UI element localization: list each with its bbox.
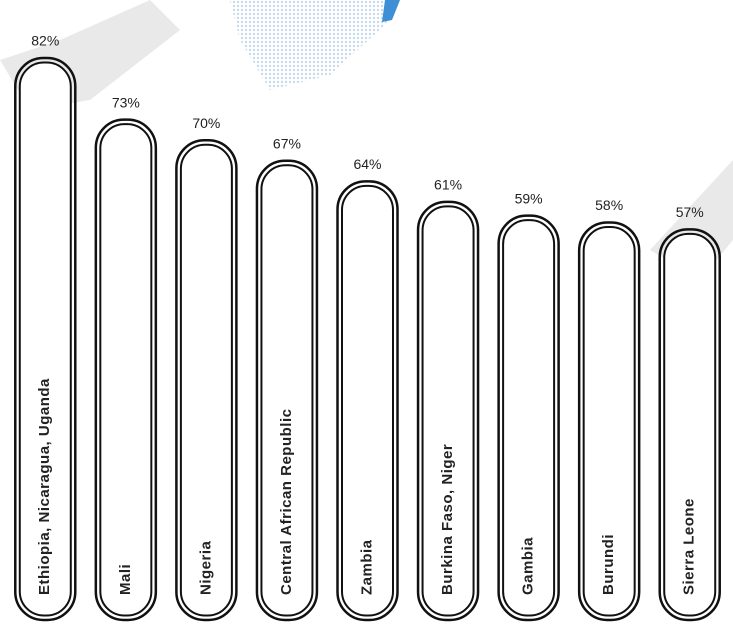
category-label: Zambia xyxy=(358,539,375,595)
bar-outline xyxy=(336,180,399,622)
bar xyxy=(179,143,233,617)
bar-outline xyxy=(497,214,560,622)
bar xyxy=(341,184,394,617)
bar xyxy=(99,123,153,617)
value-label: 61% xyxy=(434,177,462,193)
value-label: 59% xyxy=(515,190,543,206)
bar xyxy=(260,164,314,617)
bar xyxy=(18,61,72,617)
bar xyxy=(421,205,475,617)
plot-area: 82% Ethiopia, Nicaragua, Uganda 73% Mali 70%… xyxy=(14,33,721,622)
bar xyxy=(582,225,636,617)
category-label: Sierra Leone xyxy=(681,498,698,595)
category-label: Ethiopia, Nicaragua, Uganda xyxy=(36,378,53,595)
value-label: 73% xyxy=(112,94,140,110)
bar xyxy=(502,219,556,617)
category-label: Central African Republic xyxy=(278,409,295,595)
value-label: 58% xyxy=(595,197,623,213)
bar-outline xyxy=(577,221,641,622)
bar-outline xyxy=(658,228,721,622)
value-label: 57% xyxy=(676,204,704,220)
bar-outline xyxy=(175,138,238,622)
value-label: 64% xyxy=(353,156,381,172)
value-label: 82% xyxy=(31,33,59,49)
map-shape xyxy=(230,0,400,90)
value-label: 67% xyxy=(273,136,301,152)
value-label: 70% xyxy=(192,115,220,131)
bar-outline xyxy=(94,118,158,622)
bar-outline xyxy=(14,56,77,622)
bar-outline xyxy=(255,159,319,622)
category-label: Burundi xyxy=(600,534,617,595)
category-label: Gambia xyxy=(520,537,537,595)
bar-outline xyxy=(416,200,480,622)
bar xyxy=(663,232,717,617)
category-label: Mali xyxy=(117,564,134,595)
map-accent xyxy=(382,0,400,22)
category-label: Burkina Faso, Niger xyxy=(439,444,456,595)
category-label: Nigeria xyxy=(197,540,214,595)
